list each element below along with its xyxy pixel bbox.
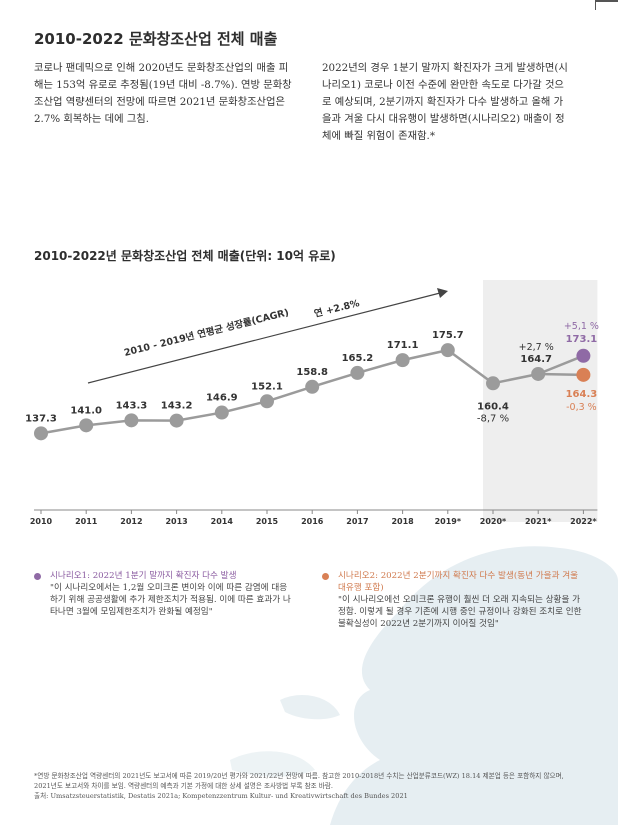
data-point (260, 394, 274, 409)
scenario1-point (576, 348, 591, 363)
x-tick-label: 2017 (346, 517, 368, 526)
data-label: 146.9 (206, 393, 238, 404)
corner-rule (596, 0, 618, 2)
data-label: 164.7 (520, 354, 552, 365)
x-tick-label: 2010 (30, 517, 53, 526)
chart-title: 2010-2022년 문화창조산업 전체 매출(단위: 10억 유로) (34, 249, 336, 263)
x-tick-label: 2019* (435, 517, 462, 526)
footnote-block: *연방 문화창조산업 역량센터의 2021년도 보고서에 따른 2019/20년… (34, 771, 574, 801)
source-note: 출처: Umsatzsteuerstatistik, Destatis 2021… (34, 792, 408, 800)
x-tick-label: 2011 (75, 517, 98, 526)
data-point (169, 413, 184, 428)
data-point (214, 405, 229, 420)
scenario1-title: 시나리오1: 2022년 1분기 말까지 확진자 다수 발생 (50, 571, 237, 581)
corner-rule-tick (595, 0, 596, 10)
x-tick-label: 2014 (211, 517, 234, 526)
data-label: 165.2 (342, 353, 374, 364)
scenario2-change-label: -0,3 % (566, 402, 597, 413)
scenario1-dot (34, 573, 41, 580)
scenario2-dot (322, 573, 329, 580)
scenario1-line (537, 354, 584, 376)
x-tick-label: 2021* (525, 517, 552, 526)
data-point (79, 418, 94, 433)
data-label: 160.4 (477, 401, 509, 412)
scenario2-note: 시나리오2: 2022년 2분기까지 확진자 다수 발생(동년 가을과 겨울 대… (322, 570, 584, 630)
scenario2-value-label: 164.3 (566, 389, 598, 400)
data-point (531, 366, 546, 381)
data-label: 143.3 (116, 400, 148, 411)
data-label: 143.2 (161, 401, 193, 412)
cagr-arrow-line (87, 292, 441, 384)
data-point (34, 426, 48, 441)
scenario1-note: 시나리오1: 2022년 1분기 말까지 확진자 다수 발생 "이 시나리오에서… (34, 570, 294, 618)
scenario2-text: "이 시나리오에선 오미크론 유행이 훨씬 더 오래 지속되는 상황을 가정함.… (338, 595, 582, 629)
data-label: 141.0 (70, 405, 102, 416)
data-point (486, 376, 500, 391)
forecast-shade (483, 280, 598, 522)
scenario1-text: "이 시나리오에서는 1,2월 오미크론 변이와 이에 따른 감염에 대응하기 … (50, 583, 291, 617)
x-tick-label: 2022* (570, 517, 597, 526)
cagr-arrow-head (437, 288, 448, 298)
data-point (395, 353, 410, 368)
intro-paragraph-right: 2022년의 경우 1분기 말까지 확진자가 크게 발생하면(시나리오1) 코로… (322, 62, 568, 142)
data-label: 171.1 (387, 340, 419, 351)
x-tick-label: 2016 (301, 517, 324, 526)
x-tick-label: 2013 (165, 517, 187, 526)
data-point (305, 379, 320, 394)
scenario1-value-label: 173.1 (566, 334, 598, 345)
x-tick-label: 2020* (480, 517, 507, 526)
change-2020-label: -8,7 % (477, 413, 509, 424)
cagr-label: 2010 - 2019년 연평균 성장률(CAGR) (123, 306, 290, 359)
page-title: 2010-2022 문화창조산업 전체 매출 (34, 30, 278, 48)
scenario2-line (538, 372, 584, 377)
intro-paragraph-left: 코로나 팬데믹으로 인해 2020년도 문화창조산업의 매출 피해는 153억 … (34, 62, 292, 125)
x-tick-label: 2015 (256, 517, 279, 526)
scenario1-change-label: +5,1 % (564, 321, 599, 332)
revenue-line-chart: 2010 2011 2012 2013 2014 2015 2016 2017 2018 2019… (25, 280, 599, 526)
data-point (350, 365, 365, 380)
data-point (124, 413, 139, 428)
change-2021-label: +2,7 % (519, 342, 554, 353)
series-line (40, 348, 539, 435)
data-label: 152.1 (251, 381, 283, 392)
cagr-value: 연 +2.8% (313, 298, 361, 320)
data-point (440, 343, 455, 358)
x-tick-label: 2018 (391, 517, 414, 526)
scenario2-title: 시나리오2: 2022년 2분기까지 확진자 다수 발생(동년 가을과 겨울 대… (338, 571, 579, 593)
scenario2-point (576, 367, 591, 382)
data-label: 175.7 (432, 330, 464, 341)
footnote: *연방 문화창조산업 역량센터의 2021년도 보고서에 따른 2019/20년… (34, 772, 564, 790)
x-tick-label: 2012 (120, 517, 142, 526)
data-label: 137.3 (25, 413, 57, 424)
data-label: 158.8 (296, 367, 328, 378)
